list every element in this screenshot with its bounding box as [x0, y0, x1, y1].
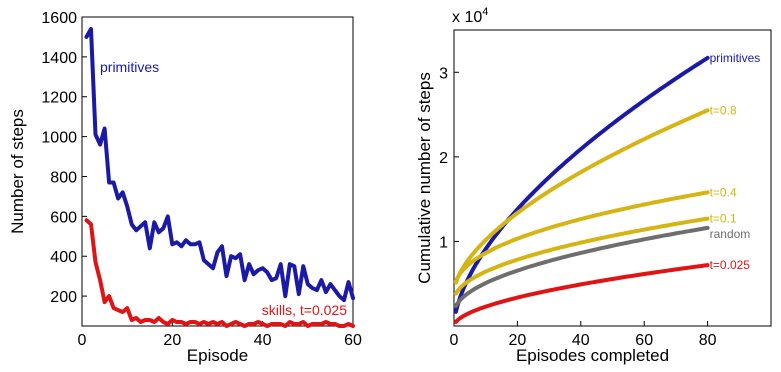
- x-tick-label: 80: [699, 332, 717, 349]
- series-label-2: t=0.4: [710, 185, 737, 199]
- y-tick-label: 800: [50, 169, 77, 186]
- series-label-skills: skills, t=0.025: [262, 302, 347, 318]
- series-label-4: random: [710, 227, 751, 241]
- x-tick-label: 20: [509, 332, 527, 349]
- y-tick-label: 1: [439, 234, 448, 251]
- series-line-3: [453, 216, 710, 296]
- y-axis-label: Cumulative number of steps: [415, 72, 434, 284]
- y-tick-label: 600: [50, 209, 77, 226]
- series-label-0: primitives: [710, 51, 761, 65]
- y-tick-label: 3: [439, 65, 448, 82]
- x-tick-label: 60: [635, 332, 653, 349]
- x-tick-label: 60: [344, 332, 362, 349]
- y-multiplier-label: x 104: [452, 6, 488, 26]
- y-tick-label: 2: [439, 150, 448, 167]
- series-label-5: t=0.025: [710, 258, 751, 272]
- series-line-2: [453, 190, 710, 284]
- y-tick-label: 400: [50, 249, 77, 266]
- y-multiplier-exponent: 4: [482, 6, 488, 18]
- y-tick-label: 200: [50, 289, 77, 306]
- y-tick-label: 1200: [41, 90, 77, 107]
- x-tick-label: 40: [572, 332, 590, 349]
- series-label-1: t=0.8: [710, 103, 737, 117]
- right-chart: 0 20 40 60 80 1 2 3 x 104 Episodes completed Cumul…: [415, 6, 772, 365]
- series-line-1: [84, 218, 355, 328]
- x-tick-label: 0: [450, 332, 459, 349]
- series-line-0: [84, 27, 355, 303]
- series-line-4: [453, 225, 710, 308]
- series-label-primitives: primitives: [100, 59, 159, 75]
- series-line-0: [453, 55, 710, 314]
- series-label-3: t=0.1: [710, 212, 737, 226]
- x-tick-label: 20: [163, 332, 181, 349]
- plot-frame: [453, 29, 772, 327]
- y-multiplier-base: x 10: [452, 9, 482, 26]
- y-tick-label: 1600: [41, 10, 77, 27]
- series-line-5: [453, 263, 710, 324]
- y-tick-label: 1000: [41, 130, 77, 147]
- x-axis-label: Episodes completed: [516, 346, 669, 365]
- x-axis-label: Episode: [187, 346, 248, 365]
- y-tick-label: 1400: [41, 50, 77, 67]
- series-line-1: [453, 108, 710, 285]
- x-tick-label: 0: [78, 332, 87, 349]
- y-axis-label: Number of steps: [8, 109, 27, 234]
- x-tick-label: 40: [254, 332, 272, 349]
- left-chart: 0 20 40 60 200 400 600 800 1000 1200 1400 1600 Episo…: [8, 10, 362, 365]
